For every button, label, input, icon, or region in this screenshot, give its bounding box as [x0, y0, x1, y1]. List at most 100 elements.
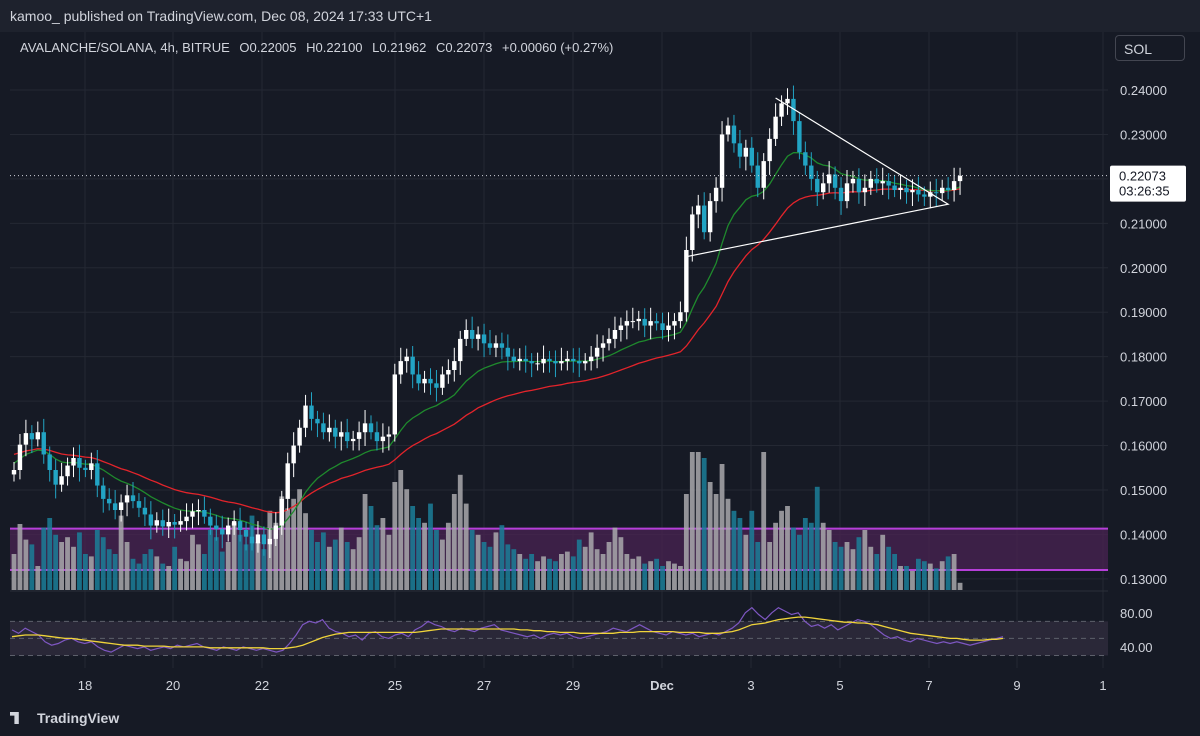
candle-body: [660, 323, 665, 330]
volume-bar: [255, 542, 261, 590]
volume-bar: [481, 542, 487, 590]
volume-bar: [957, 582, 963, 590]
price-badge: [1110, 165, 1186, 202]
candle-body: [77, 458, 82, 468]
x-tick-label: 27: [477, 678, 491, 693]
candle-body: [255, 534, 261, 544]
candle-body: [297, 427, 302, 446]
candle-body: [636, 318, 641, 322]
rsi-ma-line: [11, 616, 1004, 650]
volume-bar: [761, 452, 767, 590]
candle-body: [118, 502, 124, 510]
currency-selector[interactable]: SOL: [1115, 35, 1185, 61]
y-tick-label: 0.13000: [1120, 572, 1167, 587]
volume-bar: [166, 566, 172, 590]
candle-body: [785, 98, 790, 104]
candle-body: [95, 463, 100, 486]
volume-bar: [749, 510, 755, 590]
volume-bar: [309, 530, 314, 590]
volume-bar: [797, 534, 802, 590]
volume-bar: [213, 537, 219, 590]
volume-bar: [380, 518, 386, 590]
volume-bar: [225, 542, 231, 590]
candle-body: [731, 125, 737, 144]
candle-body: [333, 427, 338, 437]
tradingview-logo[interactable]: TradingView: [10, 710, 119, 726]
volume-bar: [261, 549, 267, 590]
volume-bar: [630, 558, 636, 590]
volume-bar: [338, 527, 344, 590]
candle-body: [844, 183, 850, 202]
candle-body: [83, 467, 88, 470]
volume-bar: [475, 534, 481, 590]
volume-bar: [457, 474, 463, 590]
volume-bar: [910, 570, 915, 590]
candle-body: [832, 174, 838, 188]
volume-bar: [493, 532, 499, 590]
volume-bar: [916, 558, 921, 590]
ema-slow-line: [13, 188, 961, 514]
volume-bar: [713, 494, 719, 590]
candle-body: [178, 521, 183, 525]
volume-bar: [154, 556, 160, 590]
y-tick-label: 0.20000: [1120, 261, 1167, 276]
volume-bar: [469, 530, 475, 590]
candle-body: [321, 423, 326, 433]
candle-body: [743, 147, 749, 157]
candle-body: [17, 444, 23, 470]
candle-body: [922, 194, 927, 197]
candle-body: [553, 361, 558, 364]
candle-body: [362, 423, 368, 433]
candle-body: [547, 358, 552, 362]
volume-bar: [921, 561, 927, 590]
volume-bar: [660, 566, 665, 590]
candle-body: [713, 187, 719, 202]
volume-bar: [588, 532, 594, 590]
candle-body: [892, 185, 897, 190]
candle-body: [588, 356, 594, 362]
candle-body: [107, 498, 112, 504]
candle-body: [838, 187, 844, 202]
rsi-tick-label: 80.00: [1120, 606, 1153, 621]
volume-bar: [207, 530, 213, 590]
y-tick-label: 0.19000: [1120, 305, 1167, 320]
candle-body: [767, 138, 772, 162]
candle-body: [327, 427, 332, 433]
candle-body: [374, 432, 380, 442]
candle-body: [71, 458, 76, 466]
high-label: H: [306, 40, 316, 55]
candle-body: [523, 358, 528, 362]
volume-bar: [499, 525, 505, 590]
candle-body: [112, 503, 118, 510]
x-tick-label: 29: [566, 678, 580, 693]
candle-body: [261, 534, 267, 545]
volume-bar: [808, 522, 814, 590]
candle-body: [35, 432, 40, 440]
candle-body: [725, 125, 731, 135]
candle-body: [493, 343, 499, 348]
volume-bar: [576, 539, 582, 590]
volume-bar: [785, 506, 790, 590]
candle-body: [678, 312, 683, 322]
volume-bar: [231, 522, 237, 590]
candle-body: [386, 434, 392, 437]
candle-body: [124, 495, 130, 503]
volume-bar: [219, 551, 225, 590]
candle-body: [945, 187, 951, 190]
candle-body: [886, 181, 891, 186]
candle-body: [499, 343, 505, 348]
volume-bar: [832, 542, 838, 590]
candle-body: [559, 361, 564, 364]
volume-bar: [35, 566, 41, 590]
candle-body: [475, 334, 481, 339]
candle-body: [594, 347, 600, 357]
candle-body: [249, 536, 255, 544]
volume-bar: [29, 544, 35, 590]
candle-body: [904, 187, 909, 193]
candle-body: [529, 361, 534, 364]
rsi-line: [11, 606, 1004, 653]
candle-body: [469, 330, 475, 339]
y-tick-label: 0.18000: [1120, 350, 1167, 365]
candle-body: [517, 358, 522, 362]
